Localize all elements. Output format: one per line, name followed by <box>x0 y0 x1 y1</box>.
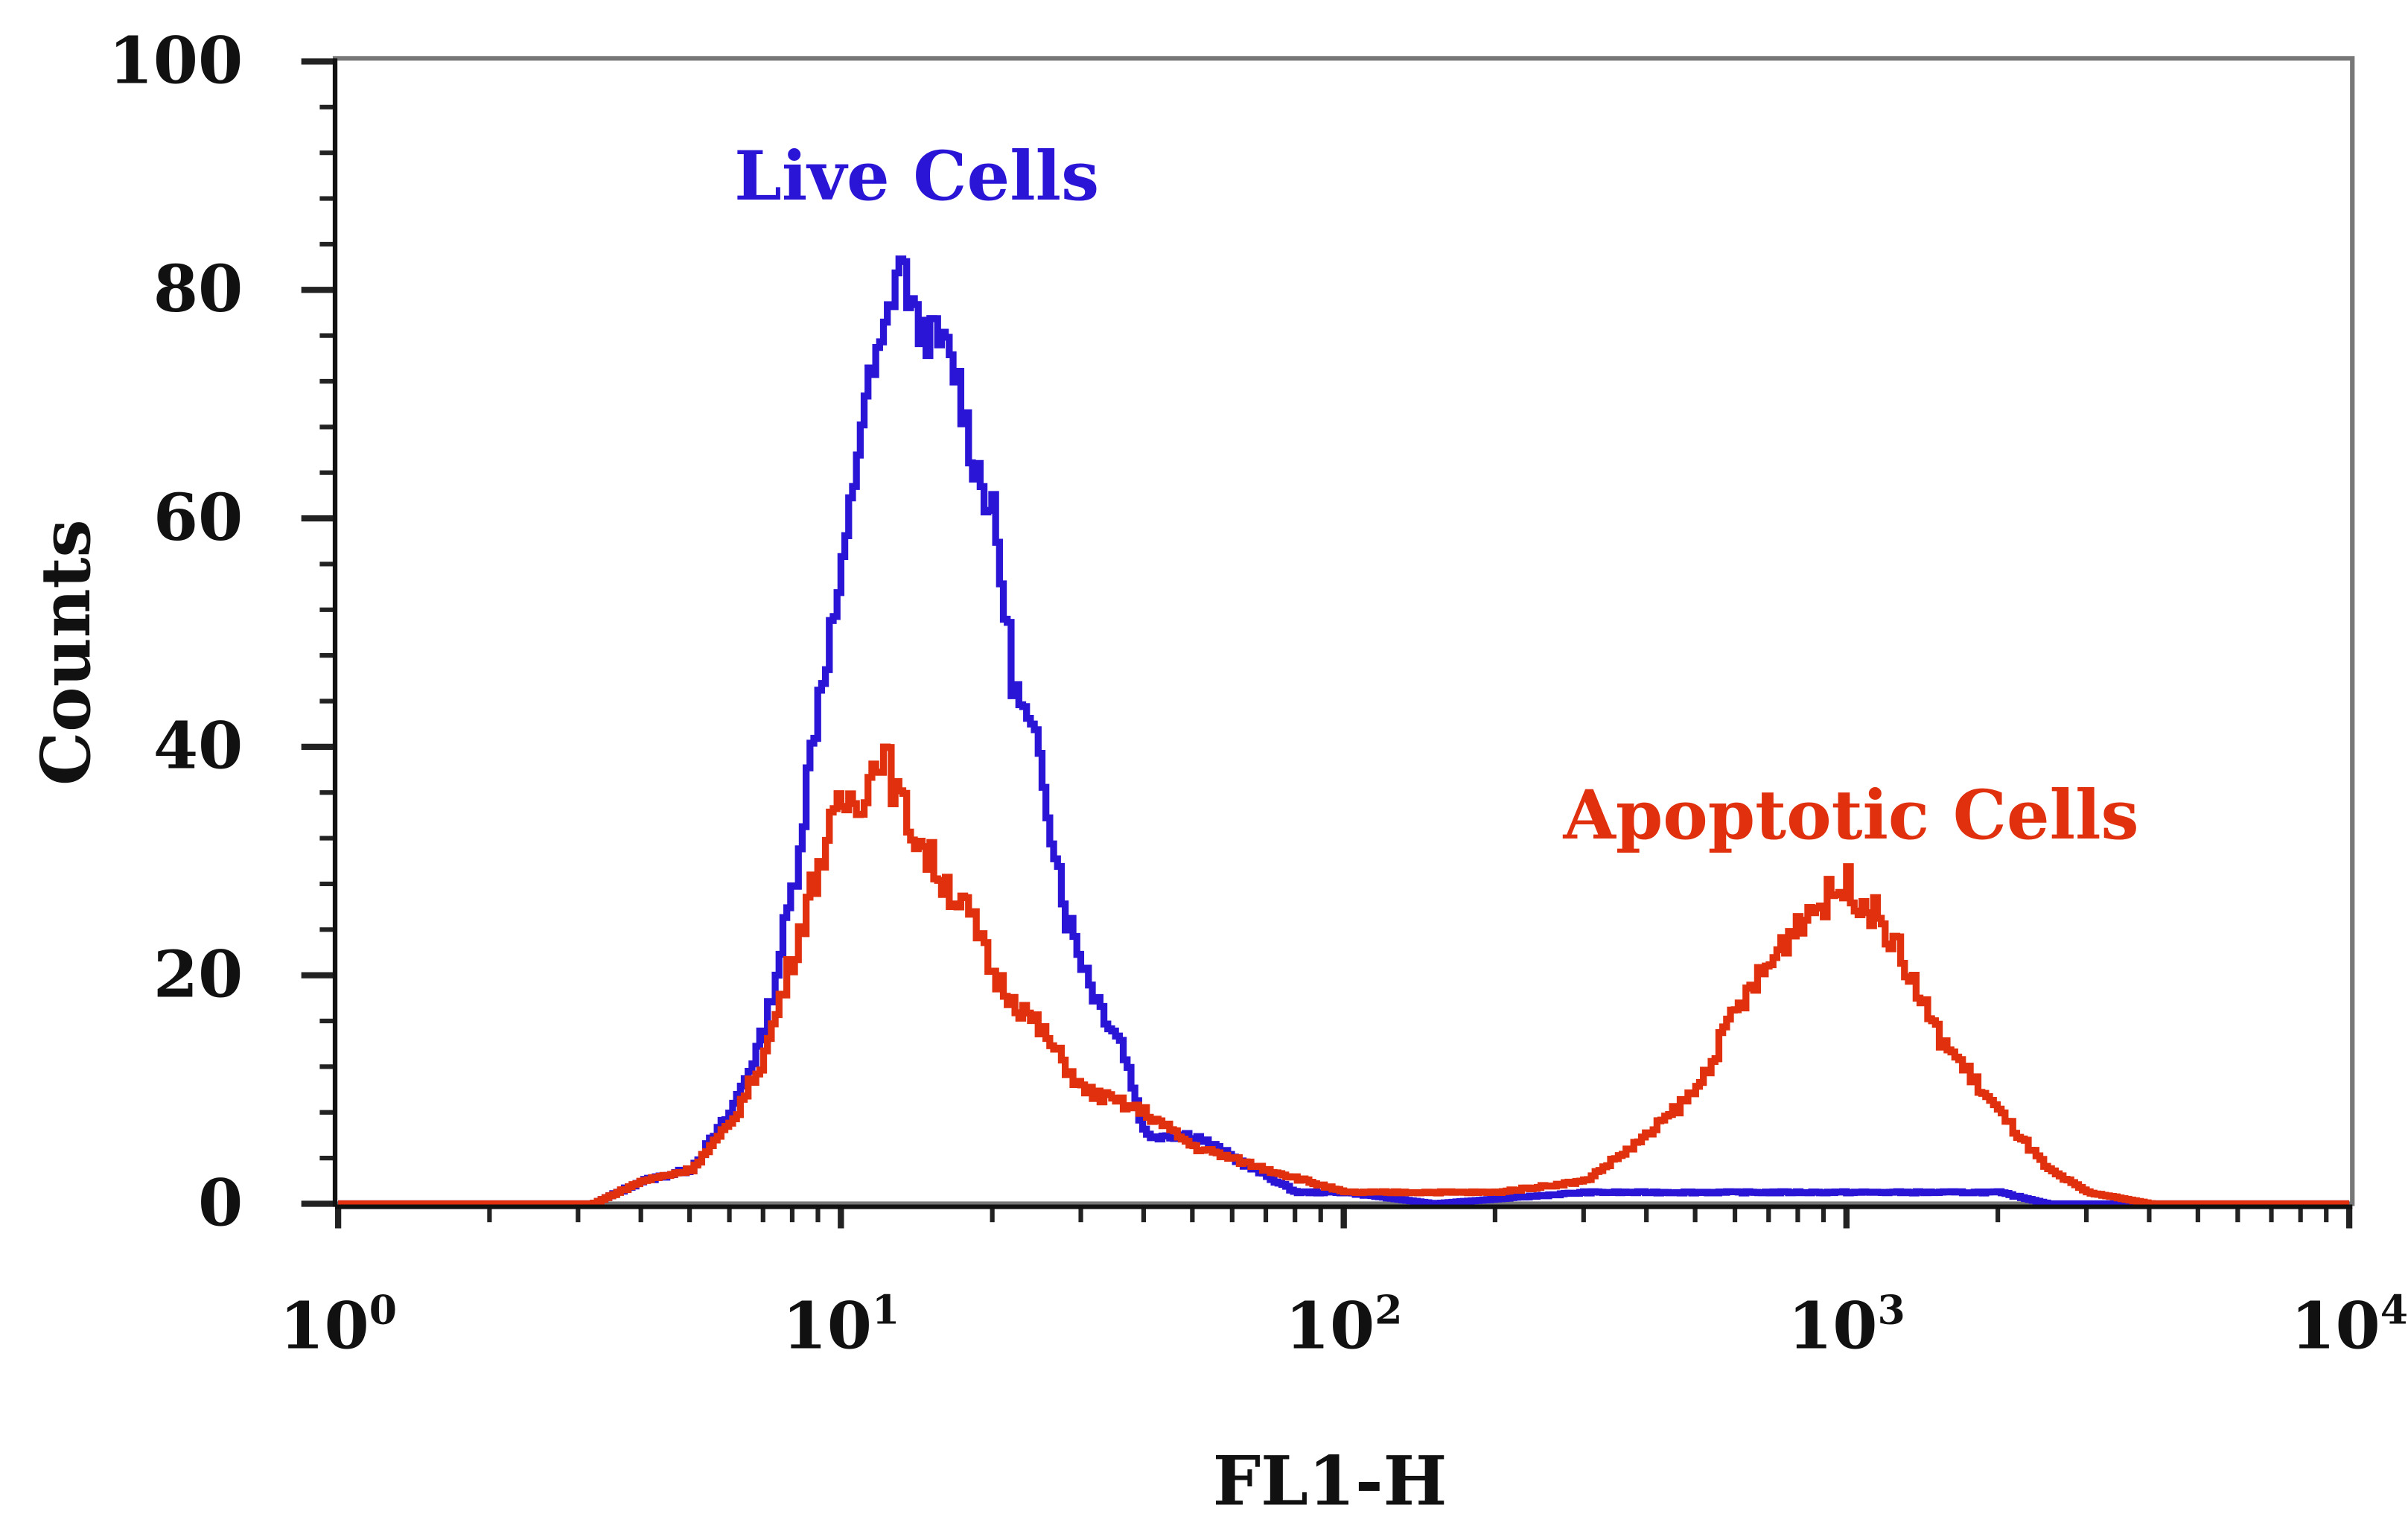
x-tick-label: 100 <box>279 1286 397 1364</box>
y-tick-label: 100 <box>109 23 243 98</box>
annotation-live-cells: Live Cells <box>734 137 1099 216</box>
x-axis: 100 101 102 103 104 <box>279 1206 2408 1364</box>
x-tick-label: 103 <box>1788 1286 1905 1364</box>
y-tick-label: 0 <box>198 1165 243 1241</box>
y-axis: 0 20 40 60 80 100 <box>109 23 336 1241</box>
y-tick-label: 80 <box>153 252 243 327</box>
plot-frame <box>332 56 2355 1206</box>
y-tick-label: 40 <box>153 709 243 784</box>
y-tick-label: 20 <box>153 938 243 1013</box>
annotation-apoptotic-cells: Apoptotic Cells <box>1562 776 2138 855</box>
y-axis-label: Counts <box>27 519 106 786</box>
x-axis-label: FL1-H <box>1213 1442 1447 1521</box>
x-tick-label: 104 <box>2290 1286 2408 1364</box>
series-line-apoptotic-cells <box>338 743 2350 1208</box>
x-tick-label: 101 <box>782 1286 899 1364</box>
x-tick-label: 102 <box>1285 1286 1403 1364</box>
y-tick-label: 60 <box>153 480 243 556</box>
series-group <box>338 255 2350 1208</box>
